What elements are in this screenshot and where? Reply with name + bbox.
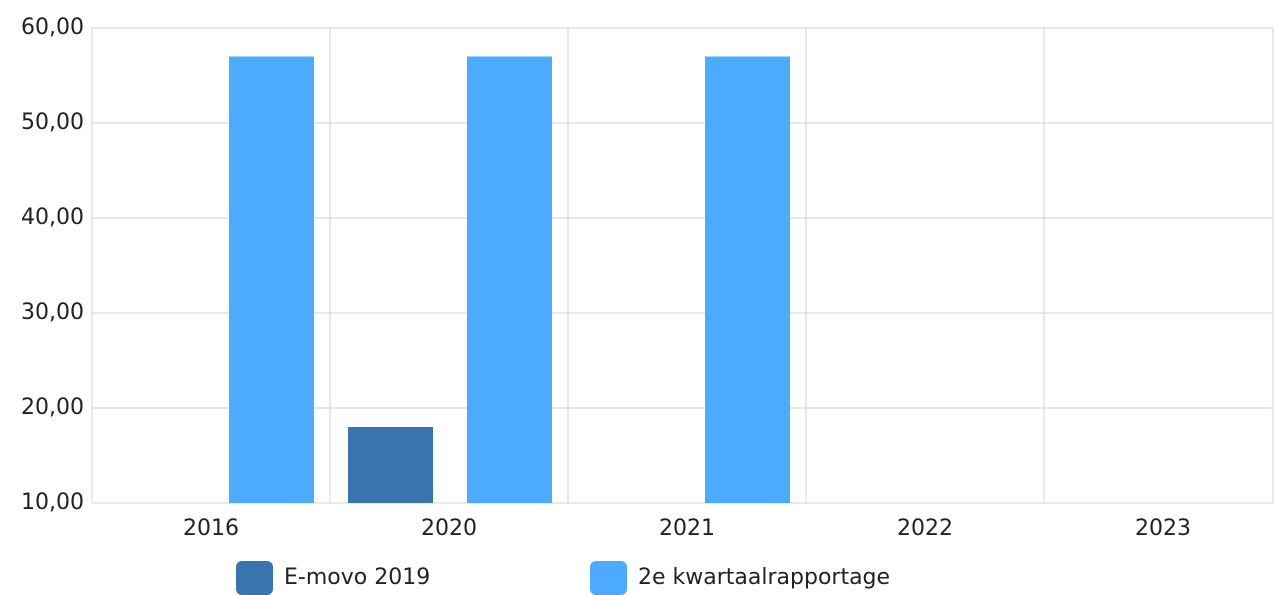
legend-label: 2e kwartaalrapportage <box>638 565 890 590</box>
y-tick-label: 30,00 <box>21 300 84 325</box>
y-tick-label: 50,00 <box>21 110 84 135</box>
x-tick-label: 2023 <box>1135 516 1191 541</box>
y-tick-label: 10,00 <box>21 490 84 515</box>
x-tick-label: 2022 <box>897 516 953 541</box>
legend-label: E-movo 2019 <box>284 565 430 590</box>
bar <box>705 56 790 503</box>
bar <box>348 427 433 503</box>
x-tick-label: 2016 <box>183 516 239 541</box>
y-tick-label: 60,00 <box>21 15 84 40</box>
y-tick-label: 20,00 <box>21 395 84 420</box>
x-tick-label: 2020 <box>421 516 477 541</box>
legend-swatch <box>236 561 273 595</box>
x-tick-label: 2021 <box>659 516 715 541</box>
y-tick-label: 40,00 <box>21 205 84 230</box>
bar <box>467 56 552 503</box>
legend-swatch <box>590 561 627 595</box>
bar <box>229 56 314 503</box>
